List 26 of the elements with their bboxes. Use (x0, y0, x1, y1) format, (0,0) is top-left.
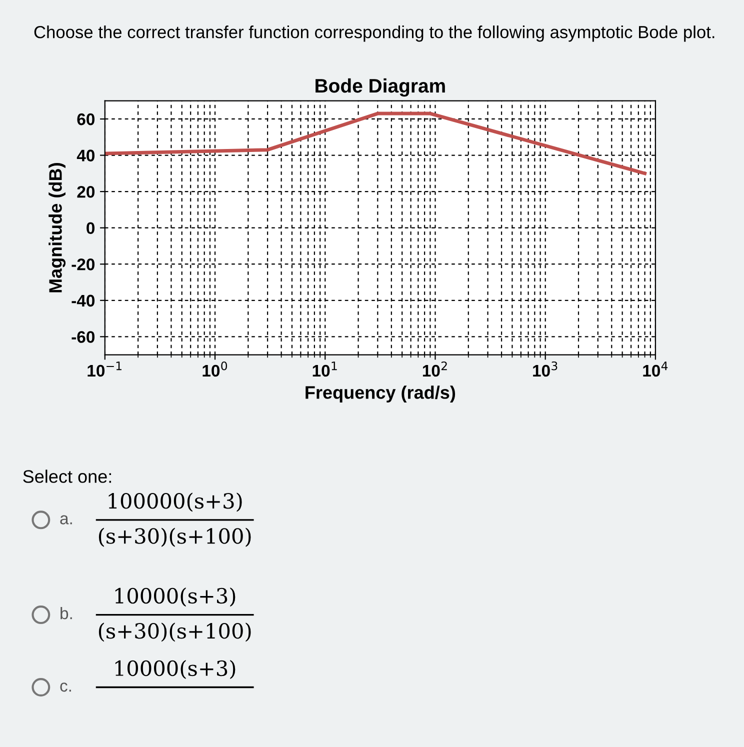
x-tick-label: 10$^{3}$ (533, 361, 558, 377)
x-tick-label: 10$^{0}$ (202, 361, 228, 377)
text: a. (60, 515, 72, 524)
x-tick-label: 10$^{4}$ (643, 362, 668, 377)
x-tick-label: 10$^{−1}$ (88, 362, 122, 377)
text: 100000(s+3) (108, 492, 242, 512)
y-tick-label: 40 (76, 150, 94, 162)
text: (s+30)(s+100) (98, 622, 251, 642)
y-axis-title: Magnitude (dB) (48, 163, 66, 292)
text: 10000(s+3) (115, 660, 236, 680)
y-tick-label: 20 (77, 186, 94, 198)
text: c. (60, 682, 71, 692)
text: Choose the correct transfer function corresponding to the following asymptotic Bode plot. (34, 26, 714, 42)
text: Select one: (23, 470, 112, 483)
y-tick-label: -60 (72, 331, 94, 343)
y-tick-label: -20 (72, 258, 94, 270)
text: b. (60, 607, 72, 620)
x-tick-label: 10$^{1}$ (312, 362, 337, 377)
chart-title: Bode Diagram (316, 78, 445, 97)
y-tick-label: 60 (77, 113, 94, 126)
x-tick-label: 10$^{2}$ (422, 361, 447, 377)
text: 10000(s+3) (115, 588, 236, 607)
text: (s+30)(s+100) (98, 528, 251, 547)
y-tick-label: -40 (72, 294, 94, 307)
x-axis-title: Frequency (rad/s) (306, 386, 456, 402)
y-tick-label: 0 (86, 222, 94, 234)
